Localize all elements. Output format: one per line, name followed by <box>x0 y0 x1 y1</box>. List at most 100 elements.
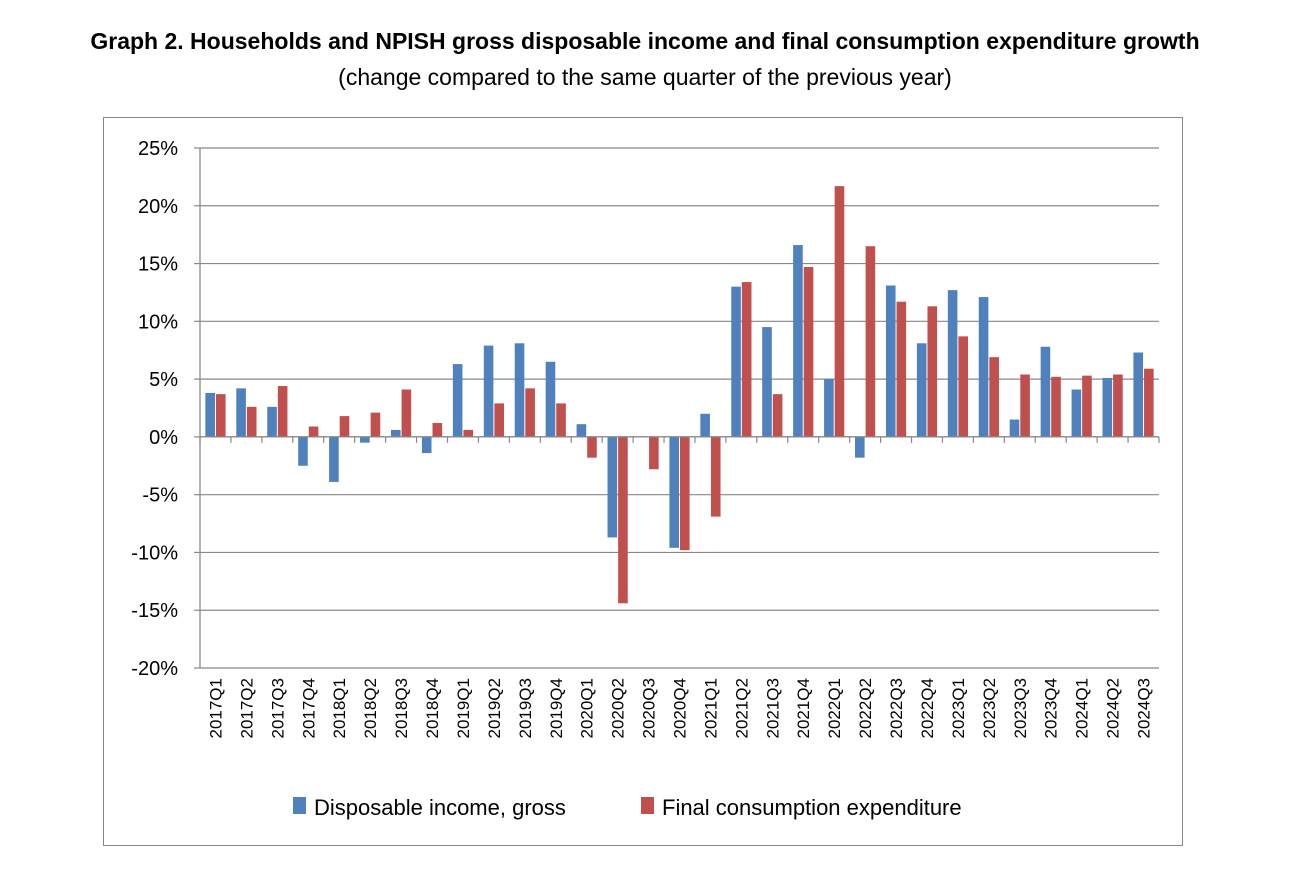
legend-label-final-consumption: Final consumption expenditure <box>662 795 962 820</box>
bar-final-consumption-2022Q2 <box>865 246 876 437</box>
y-axis-ticks: 25% 20% 15% 10% 5% 0% -5% -10% -15% -20% <box>131 138 200 680</box>
bar-disposable-income-2018Q3 <box>390 429 401 437</box>
x-tick-label: 2021Q3 <box>763 678 782 739</box>
bar-disposable-income-2024Q3 <box>1133 352 1144 437</box>
x-tick-label: 2019Q4 <box>547 678 566 739</box>
bar-disposable-income-2017Q4 <box>298 436 308 466</box>
bar-disposable-income-2018Q2 <box>360 436 370 443</box>
y-tick-label: -10% <box>131 542 178 564</box>
x-tick-label: 2024Q1 <box>1073 678 1092 739</box>
bar-final-consumption-2019Q4 <box>556 403 566 437</box>
bar-final-consumption-2018Q1 <box>339 416 350 437</box>
x-tick-label: 2018Q3 <box>392 678 411 739</box>
chart-subtitle: (change compared to the same quarter of … <box>338 64 952 90</box>
x-tick-label: 2020Q2 <box>609 678 628 739</box>
bar-disposable-income-2023Q2 <box>978 297 989 437</box>
bar-final-consumption-2021Q2 <box>741 282 752 437</box>
bar-final-consumption-2022Q4 <box>927 306 938 437</box>
bar-disposable-income-2020Q1 <box>576 424 587 437</box>
bar-final-consumption-2019Q3 <box>525 388 535 437</box>
x-tick-label: 2020Q3 <box>640 678 659 739</box>
x-tick-label: 2019Q3 <box>516 678 535 739</box>
bar-disposable-income-2020Q4 <box>669 436 679 548</box>
bar-final-consumption-2021Q4 <box>803 267 814 437</box>
bar-final-consumption-2018Q3 <box>401 389 412 437</box>
x-tick-label: 2021Q1 <box>701 678 720 739</box>
bar-disposable-income-2017Q2 <box>236 388 246 437</box>
chart-frame <box>103 117 1183 846</box>
x-tick-label: 2021Q4 <box>794 678 813 739</box>
bar-final-consumption-2020Q3 <box>649 436 659 470</box>
x-tick-label: 2017Q2 <box>237 678 256 739</box>
bar-final-consumption-2017Q2 <box>246 406 257 437</box>
bar-disposable-income-2017Q3 <box>267 406 277 437</box>
x-tick-label: 2019Q2 <box>485 678 504 739</box>
x-tick-label: 2023Q4 <box>1042 678 1061 739</box>
x-tick-label: 2022Q1 <box>825 678 844 739</box>
y-tick-label: 5% <box>149 369 178 391</box>
bar-final-consumption-2024Q2 <box>1113 374 1123 437</box>
bar-final-consumption-2023Q3 <box>1020 374 1030 437</box>
bar-disposable-income-2019Q4 <box>545 361 556 437</box>
bar-disposable-income-2023Q3 <box>1009 419 1020 437</box>
x-tick-label: 2020Q1 <box>578 678 597 739</box>
bar-final-consumption-2023Q1 <box>958 336 969 437</box>
bar-disposable-income-2019Q3 <box>514 343 525 437</box>
x-tick-label: 2020Q4 <box>671 678 690 739</box>
bar-disposable-income-2019Q1 <box>452 364 463 437</box>
bar-final-consumption-2017Q1 <box>215 394 226 437</box>
bar-final-consumption-2017Q3 <box>277 386 288 437</box>
gridlines <box>200 147 1159 669</box>
x-tick-label: 2024Q2 <box>1104 678 1123 739</box>
bar-disposable-income-2021Q1 <box>700 413 710 437</box>
chart-title: Graph 2. Households and NPISH gross disp… <box>90 28 1200 54</box>
bar-disposable-income-2023Q4 <box>1040 346 1051 437</box>
x-tick-label: 2018Q2 <box>361 678 380 739</box>
bar-disposable-income-2023Q1 <box>947 290 958 437</box>
bar-final-consumption-2022Q1 <box>834 186 845 437</box>
y-tick-label: -20% <box>131 658 178 680</box>
bar-disposable-income-2022Q4 <box>916 343 927 437</box>
bar-final-consumption-2022Q3 <box>896 301 907 437</box>
bar-final-consumption-2020Q1 <box>587 436 597 458</box>
y-tick-label: 20% <box>138 196 178 218</box>
y-tick-label: 15% <box>138 254 178 276</box>
bars <box>205 186 1154 604</box>
bar-disposable-income-2020Q2 <box>607 436 618 538</box>
x-tick-label: 2017Q1 <box>206 678 225 739</box>
bar-disposable-income-2019Q2 <box>483 345 494 437</box>
x-tick-label: 2023Q3 <box>1011 678 1030 739</box>
axes <box>199 148 1160 668</box>
bar-disposable-income-2018Q1 <box>329 436 339 482</box>
x-tick-label: 2017Q4 <box>299 678 318 739</box>
bar-disposable-income-2022Q2 <box>855 436 865 458</box>
bar-final-consumption-2023Q4 <box>1051 376 1061 437</box>
x-tick-label: 2018Q4 <box>423 678 442 739</box>
legend: Disposable income, gross Final consumpti… <box>293 795 962 820</box>
x-tick-label: 2017Q3 <box>268 678 287 739</box>
bar-final-consumption-2024Q1 <box>1082 375 1092 437</box>
bar-final-consumption-2021Q3 <box>772 394 783 437</box>
bar-disposable-income-2021Q2 <box>731 286 741 437</box>
bar-disposable-income-2021Q4 <box>793 245 803 437</box>
bar-final-consumption-2024Q3 <box>1144 368 1154 437</box>
bar-disposable-income-2024Q1 <box>1071 389 1082 437</box>
x-tick-label: 2022Q3 <box>887 678 906 739</box>
bar-final-consumption-2020Q4 <box>680 436 690 551</box>
x-tick-label: 2022Q4 <box>918 678 937 739</box>
y-tick-label: 25% <box>138 138 178 160</box>
x-tick-label: 2021Q2 <box>732 678 751 739</box>
y-tick-label: 10% <box>138 311 178 333</box>
bar-final-consumption-2017Q4 <box>308 426 319 437</box>
legend-swatch-disposable-income <box>293 797 306 814</box>
bar-final-consumption-2018Q2 <box>370 412 381 437</box>
bar-disposable-income-2021Q3 <box>762 327 772 437</box>
bar-disposable-income-2024Q2 <box>1102 377 1113 437</box>
bar-final-consumption-2019Q1 <box>463 429 474 437</box>
x-tick-label: 2024Q3 <box>1135 678 1154 739</box>
legend-label-disposable-income: Disposable income, gross <box>314 795 566 820</box>
bar-disposable-income-2022Q3 <box>885 285 896 437</box>
x-tick-label: 2019Q1 <box>454 678 473 739</box>
y-tick-label: -5% <box>142 485 178 507</box>
